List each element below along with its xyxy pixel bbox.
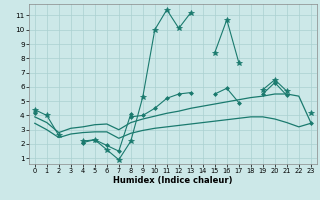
X-axis label: Humidex (Indice chaleur): Humidex (Indice chaleur): [113, 176, 233, 185]
